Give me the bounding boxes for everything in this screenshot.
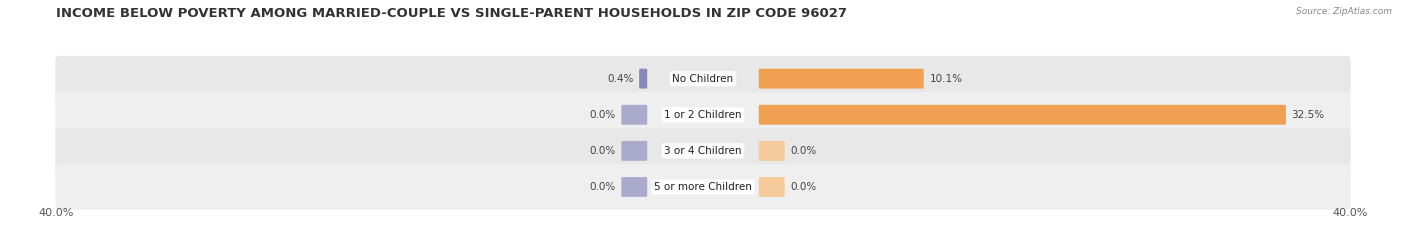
FancyBboxPatch shape xyxy=(759,141,785,161)
Text: 0.0%: 0.0% xyxy=(589,110,616,120)
Text: 10.1%: 10.1% xyxy=(929,74,962,84)
Text: 0.4%: 0.4% xyxy=(607,74,634,84)
Text: 0.0%: 0.0% xyxy=(790,182,817,192)
FancyBboxPatch shape xyxy=(621,105,647,125)
FancyBboxPatch shape xyxy=(621,177,647,197)
Text: 3 or 4 Children: 3 or 4 Children xyxy=(664,146,742,156)
Text: 0.0%: 0.0% xyxy=(589,182,616,192)
FancyBboxPatch shape xyxy=(55,128,1351,174)
Text: 32.5%: 32.5% xyxy=(1292,110,1324,120)
FancyBboxPatch shape xyxy=(759,69,924,89)
Text: 0.0%: 0.0% xyxy=(589,146,616,156)
Text: No Children: No Children xyxy=(672,74,734,84)
Text: INCOME BELOW POVERTY AMONG MARRIED-COUPLE VS SINGLE-PARENT HOUSEHOLDS IN ZIP COD: INCOME BELOW POVERTY AMONG MARRIED-COUPL… xyxy=(56,7,848,20)
FancyBboxPatch shape xyxy=(55,56,1351,101)
Text: 5 or more Children: 5 or more Children xyxy=(654,182,752,192)
Text: 1 or 2 Children: 1 or 2 Children xyxy=(664,110,742,120)
FancyBboxPatch shape xyxy=(759,105,1286,125)
FancyBboxPatch shape xyxy=(621,141,647,161)
Text: Source: ZipAtlas.com: Source: ZipAtlas.com xyxy=(1296,7,1392,16)
FancyBboxPatch shape xyxy=(55,164,1351,210)
FancyBboxPatch shape xyxy=(640,69,647,89)
FancyBboxPatch shape xyxy=(55,92,1351,137)
FancyBboxPatch shape xyxy=(759,177,785,197)
Text: 0.0%: 0.0% xyxy=(790,146,817,156)
